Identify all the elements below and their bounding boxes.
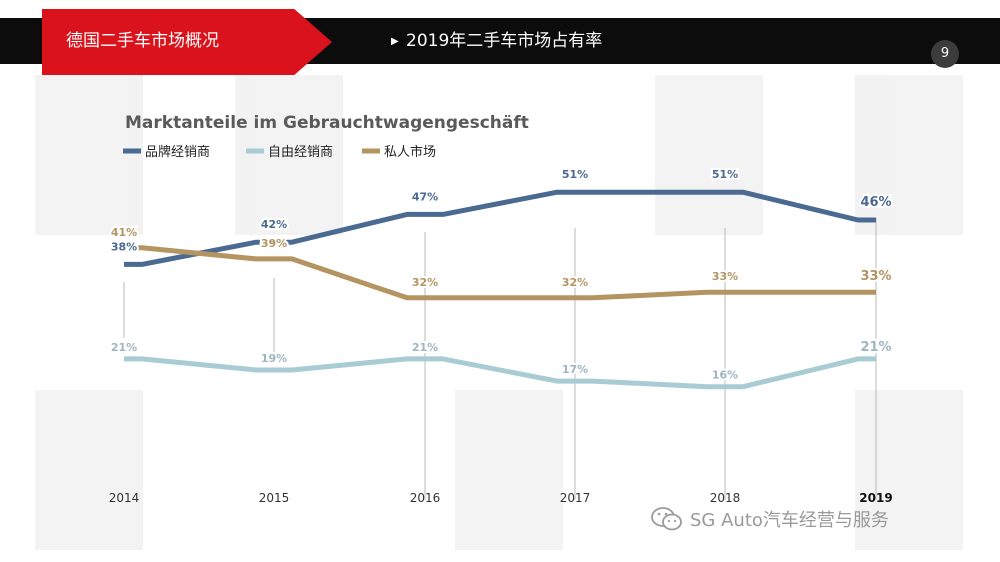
x-tick-label: 2018 xyxy=(710,491,741,505)
watermark-tile xyxy=(855,75,963,235)
legend-label: 自由经销商 xyxy=(268,145,333,160)
data-labels: 38% 42% 47% 51% 51% 46% 21% 19% 21% 17% 16% 21% 41% 3… xyxy=(109,166,894,384)
data-label: 32% xyxy=(562,276,588,289)
series-lines xyxy=(124,189,876,390)
data-label: 21% xyxy=(111,341,137,354)
page-number-badge: 9 xyxy=(931,40,959,68)
wechat-icon xyxy=(651,507,682,531)
x-tick-label: 2016 xyxy=(410,491,441,505)
play-arrow-icon: ▶ xyxy=(391,36,399,47)
watermark-tile xyxy=(35,390,143,550)
section-tab xyxy=(42,9,332,75)
data-label: 39% xyxy=(261,237,287,250)
data-label: 19% xyxy=(261,352,287,365)
x-tick-label: 2014 xyxy=(109,491,140,505)
watermark: SG Auto汽车经营与服务 xyxy=(650,503,889,535)
chart-legend: 品牌经销商 自由经销商 私人市场 xyxy=(123,144,436,160)
data-label: 33% xyxy=(860,269,891,284)
watermark-tile xyxy=(855,390,963,550)
data-label: 21% xyxy=(860,340,891,355)
x-tick-label: 2017 xyxy=(560,491,591,505)
data-label: 46% xyxy=(860,195,891,210)
data-label: 33% xyxy=(712,270,738,283)
chart-title: Marktanteile im Gebrauchtwagengeschäft xyxy=(125,113,529,133)
section-title: 德国二手车市场概况 xyxy=(66,31,219,51)
data-label: 41% xyxy=(111,226,137,239)
legend-label: 品牌经销商 xyxy=(145,144,210,160)
data-label: 38% xyxy=(111,240,137,253)
data-label: 47% xyxy=(412,190,438,203)
watermark-tile xyxy=(235,75,343,235)
series-line xyxy=(124,245,876,301)
year-guide-lines xyxy=(123,218,877,500)
series-line xyxy=(124,189,876,267)
watermark-tile xyxy=(35,75,143,235)
data-label: 42% xyxy=(261,218,287,231)
x-tick-label: 2015 xyxy=(259,491,290,505)
data-label: 16% xyxy=(712,369,738,382)
watermark-text: SG Auto汽车经营与服务 xyxy=(690,510,889,531)
data-label: 51% xyxy=(562,168,588,181)
slide-title: 2019年二手车市场占有率 xyxy=(406,31,603,51)
series-line xyxy=(124,356,876,390)
x-axis-labels: 2014 2015 2016 2017 2018 2019 xyxy=(109,491,893,505)
watermark-tile xyxy=(455,390,563,550)
legend-label: 私人市场 xyxy=(384,144,436,160)
data-label: 21% xyxy=(412,341,438,354)
dat-watermark-background xyxy=(35,75,963,550)
data-label: 51% xyxy=(712,168,738,181)
data-label: 17% xyxy=(562,363,588,376)
watermark-tile xyxy=(655,75,763,235)
x-tick-label: 2019 xyxy=(859,491,892,505)
data-label: 32% xyxy=(412,276,438,289)
